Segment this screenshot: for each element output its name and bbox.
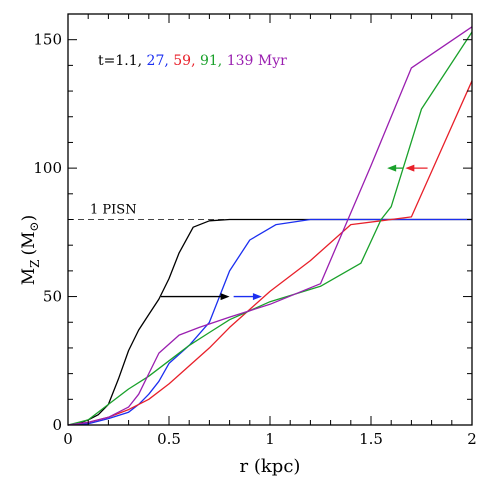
x-tick-label: 1 [265,430,275,448]
legend-entry-91: 91, [200,53,222,69]
legend-prefix: t=1.1, [98,53,142,69]
y-axis-label: MZ (M⊙) [19,215,42,286]
x-tick-label: 0 [63,430,73,448]
series-t-91 [67,31,473,426]
y-axis-label-unit: (M [19,231,39,255]
y-tick-label: 0 [52,416,62,434]
y-axis-label-unit-close: ) [19,215,39,222]
y-tick-label: 100 [33,159,62,177]
series-t-59 [67,80,473,426]
x-axis-label: r (kpc) [240,456,301,477]
x-tick-label: 1.5 [359,430,383,448]
arrow-head [405,164,415,172]
x-tick-label: 0.5 [157,430,181,448]
annotations-group [160,164,428,301]
legend-entry-59: 59, [173,53,195,69]
series-t-27 [67,218,472,426]
series-t-1-1 [67,218,472,426]
x-tick-label: 2 [467,430,477,448]
x-tick-labels: 0 0.5 1 1.5 2 [63,430,477,448]
series-group [67,26,473,426]
legend: t=1.1, 27, 59, 91, 139 Myr [98,53,287,69]
legend-entry-139: 139 Myr [227,53,287,69]
y-axis-label-sub: Z [28,259,42,267]
reference-line-label: 1 PISN [90,203,137,218]
ticks-group [67,13,473,426]
y-tick-label: 50 [43,288,62,306]
legend-entry-27: 27, [147,53,169,69]
svg-text:MZ(M⊙): MZ (M⊙) [19,215,42,286]
arrow-head [220,293,230,301]
series-t-139 [67,26,473,426]
y-axis-label-main: M [19,268,39,285]
sun-symbol: ⊙ [27,221,41,231]
y-tick-label: 150 [33,31,62,49]
y-tick-labels: 0 50 100 150 [33,31,62,434]
arrow-head [252,293,262,301]
arrow-head [387,164,397,172]
